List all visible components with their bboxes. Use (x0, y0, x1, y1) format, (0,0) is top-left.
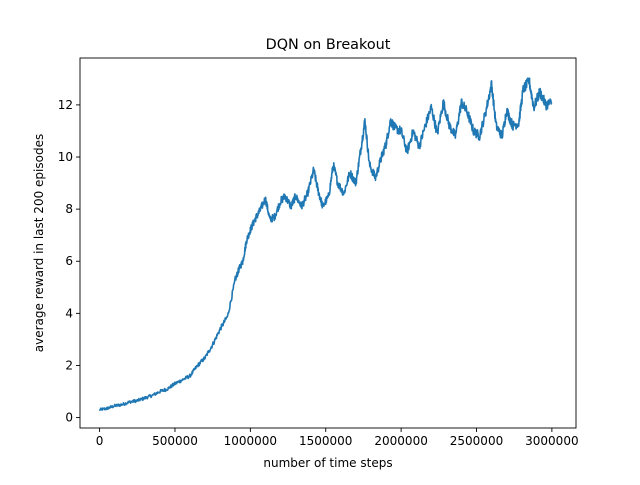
chart-title: DQN on Breakout (266, 37, 391, 53)
y-tick-label: 10 (58, 150, 73, 164)
x-axis: 0 500000 1000000 1500000 2000000 2500000 30000… (96, 428, 579, 448)
y-tick-label: 8 (65, 202, 73, 216)
y-axis: 0 2 4 6 8 10 12 (58, 98, 80, 425)
y-tick-label: 4 (65, 306, 73, 320)
series-line (98, 77, 553, 412)
x-tick-label: 1500000 (299, 434, 352, 448)
plot-area (98, 77, 553, 412)
y-tick-label: 0 (65, 411, 73, 425)
x-tick-label: 0 (96, 434, 104, 448)
x-tick-label: 500000 (152, 434, 198, 448)
y-tick-label: 6 (65, 254, 73, 268)
axes-frame (79, 57, 577, 429)
x-tick-label: 2500000 (450, 434, 503, 448)
x-tick-label: 2000000 (374, 434, 427, 448)
x-tick-label: 3000000 (525, 434, 578, 448)
x-tick-label: 1000000 (224, 434, 277, 448)
y-tick-label: 2 (65, 358, 73, 372)
y-tick-label: 12 (58, 98, 73, 112)
x-axis-label: number of time steps (263, 456, 392, 470)
y-axis-label: average reward in last 200 episodes (32, 134, 46, 352)
